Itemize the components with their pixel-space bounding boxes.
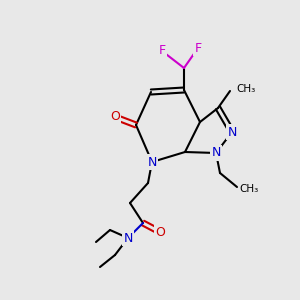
Text: CH₃: CH₃ [236,84,255,94]
Text: N: N [211,146,221,160]
Text: O: O [155,226,165,238]
Text: F: F [194,41,202,55]
Text: N: N [147,155,157,169]
Text: N: N [227,125,237,139]
Text: O: O [110,110,120,124]
Text: N: N [123,232,133,244]
Text: CH₃: CH₃ [239,184,258,194]
Text: F: F [158,44,166,58]
